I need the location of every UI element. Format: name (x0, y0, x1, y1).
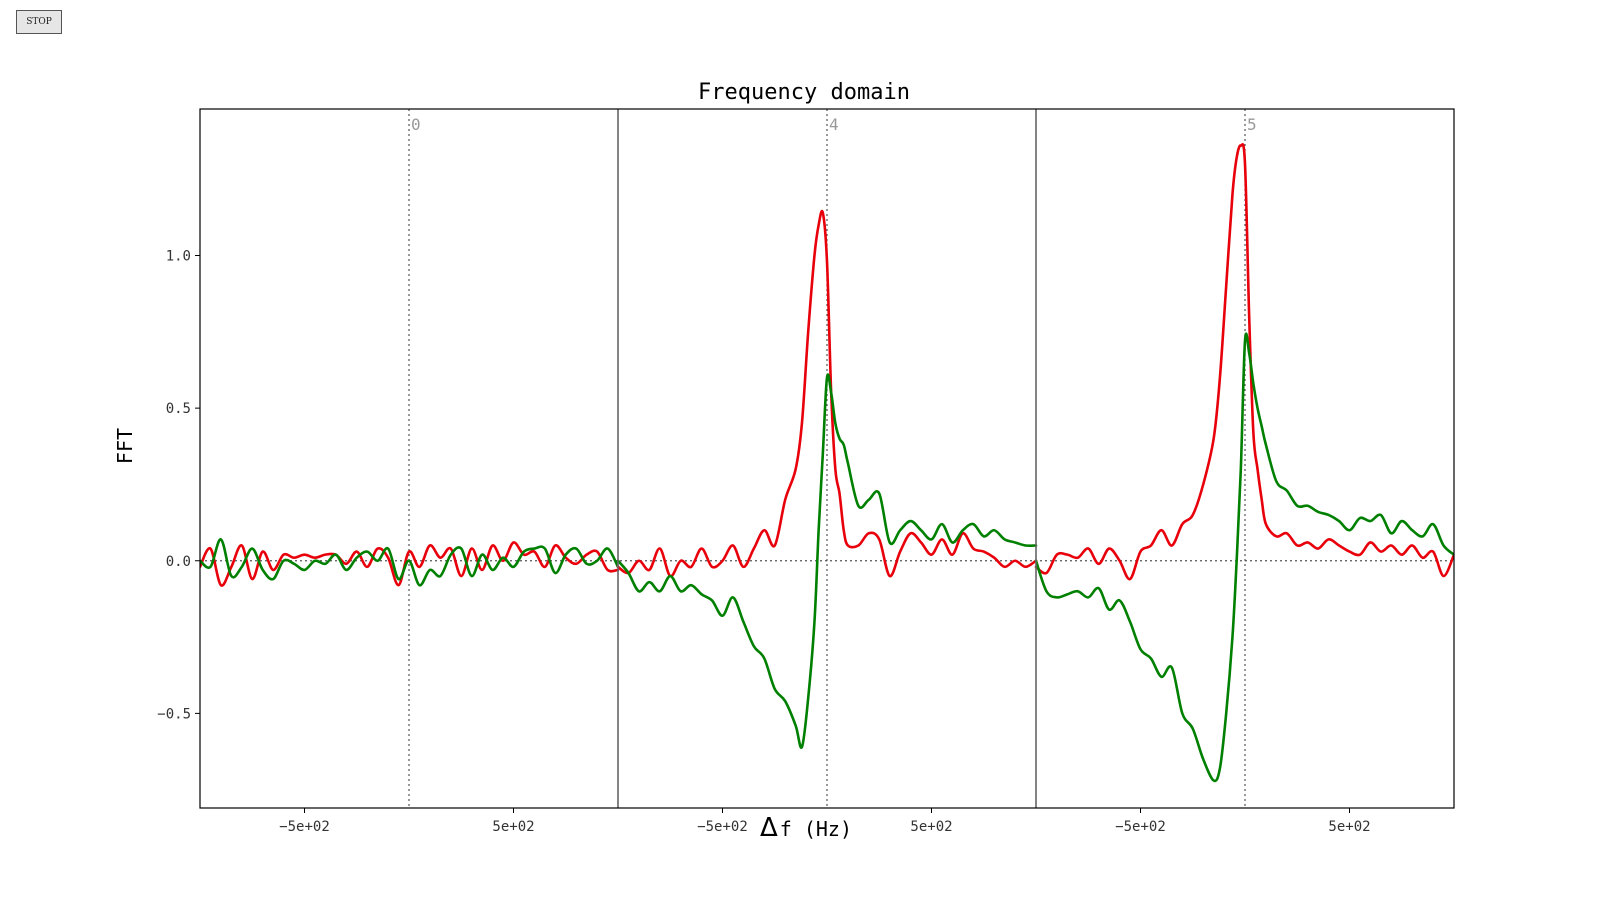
y-tick-label: 0.5 (166, 401, 191, 417)
zero-guides (200, 109, 1454, 808)
panel-0-series-line-2 (200, 538, 620, 587)
x-tick-label: 5e+02 (910, 819, 952, 835)
x-axis-label-symbol: Δ (760, 813, 778, 843)
panel-5-series-line-2 (1034, 332, 1454, 783)
plot-area (200, 109, 1454, 808)
plot-background (200, 109, 1454, 808)
panel-4-series (616, 209, 1038, 749)
x-tick-label: 5e+02 (1328, 819, 1370, 835)
series-layer (200, 143, 1454, 783)
y-tick-label: 1.0 (166, 249, 191, 265)
x-tick-label: −5e+02 (279, 819, 330, 835)
x-axis-label-text: f (Hz) (780, 817, 852, 841)
panel-label-4: 4 (829, 115, 839, 134)
plot-border (199, 108, 1455, 809)
x-tick-label: 5e+02 (492, 819, 534, 835)
panel-4-series-line-2 (616, 373, 1038, 749)
panel-5-series-line-1 (1034, 143, 1454, 581)
chart-title: Frequency domain (698, 80, 910, 105)
panel-label-5: 5 (1247, 115, 1257, 134)
x-tick-label: −5e+02 (1115, 819, 1166, 835)
x-tick-label: −5e+02 (697, 819, 748, 835)
panel-label-0: 0 (411, 115, 421, 134)
y-tick-label: −0.5 (157, 706, 191, 722)
tick-layer: 0 −5e+02 5e+02 4 −5e+02 5e+02 5 −5e+02 5e+02 −0.5… (157, 115, 1370, 835)
panel-5-series (1034, 143, 1454, 783)
panel-4-series-line-1 (616, 209, 1038, 578)
y-axis-label: FFT (113, 428, 137, 464)
plot-frame (199, 108, 1455, 809)
panel-0-series (200, 538, 620, 587)
panel-0-series-line-1 (200, 541, 620, 587)
stop-button[interactable]: STOP (16, 10, 62, 34)
y-tick-label: 0.0 (166, 554, 191, 570)
